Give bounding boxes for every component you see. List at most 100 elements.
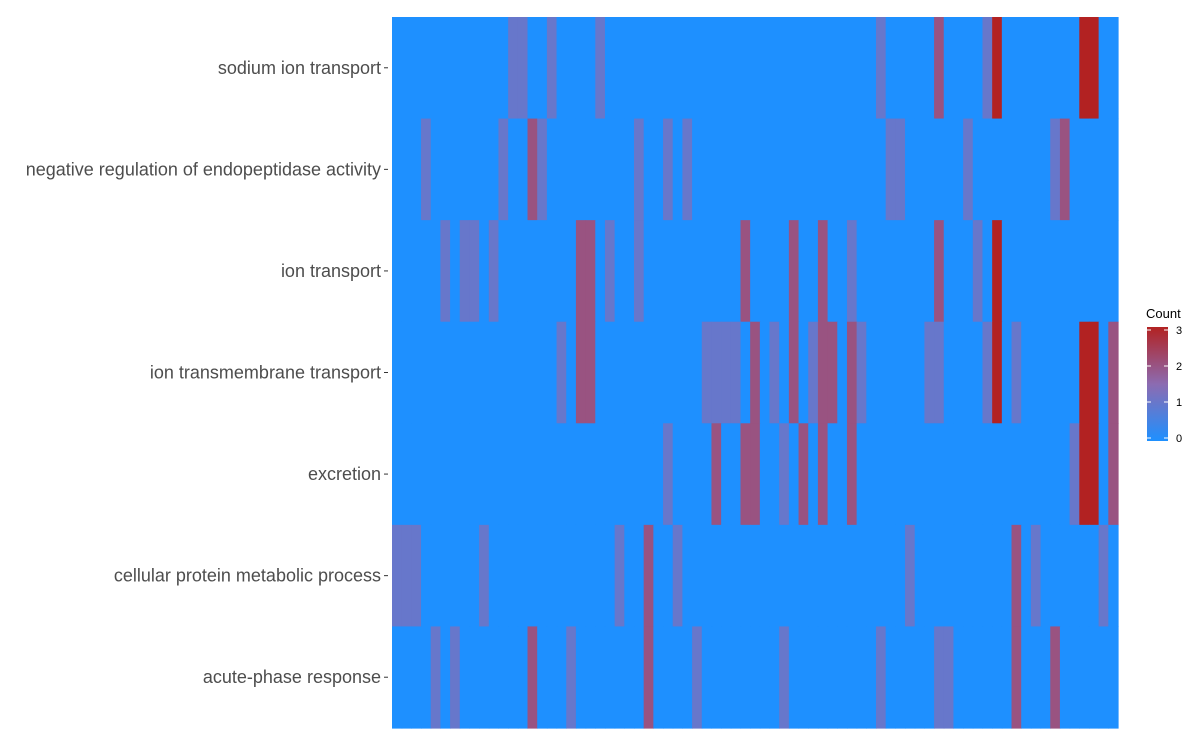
heatmap-cell [537, 321, 548, 424]
heatmap-cell [798, 626, 809, 729]
heatmap-cell [1030, 321, 1042, 424]
heatmap-cell [759, 220, 771, 323]
heatmap-cell [905, 626, 916, 729]
heatmap-cell [614, 118, 625, 221]
heatmap-cell [856, 118, 867, 221]
heatmap-cell [895, 17, 906, 120]
legend-tick-label: 3 [1176, 325, 1182, 337]
heatmap-cell [934, 118, 945, 221]
heatmap-cell [595, 321, 606, 424]
heatmap-cell [1069, 321, 1080, 424]
heatmap-cell [682, 118, 693, 221]
heatmap-cell [421, 524, 432, 628]
heatmap-cell [1021, 524, 1032, 628]
heatmap-cell [779, 118, 790, 221]
heatmap-cell [759, 17, 771, 120]
heatmap-cell [459, 524, 471, 628]
heatmap-cell [953, 118, 964, 221]
heatmap-cell [624, 118, 635, 221]
heatmap-cell [905, 118, 916, 221]
heatmap-cell [982, 423, 993, 526]
heatmap-cell [953, 321, 964, 424]
heatmap-cell [1059, 321, 1071, 424]
heatmap-cell [450, 220, 461, 323]
heatmap-cell [537, 626, 548, 729]
heatmap-cell [740, 118, 751, 221]
heatmap-cell [537, 524, 548, 628]
legend-tick-label: 1 [1176, 397, 1182, 409]
heatmap-cell [682, 524, 693, 628]
heatmap-cell [634, 423, 645, 526]
heatmap-cell [827, 17, 838, 120]
heatmap-cell [1098, 524, 1109, 628]
heatmap-cell [934, 626, 945, 729]
row-label: excretion [308, 464, 381, 484]
heatmap-cell [885, 524, 896, 628]
heatmap-cell [527, 17, 538, 120]
heatmap-cell [740, 524, 751, 628]
heatmap-cell [682, 220, 693, 323]
heatmap-cell [759, 118, 771, 221]
heatmap-cell [556, 17, 567, 120]
heatmap-cell [624, 626, 635, 729]
heatmap-cell [411, 17, 422, 120]
heatmap-cell [527, 524, 538, 628]
heatmap-cell [808, 17, 819, 120]
heatmap-cell [914, 321, 925, 424]
heatmap-cell [876, 626, 887, 729]
heatmap-cell [827, 626, 838, 729]
heatmap-cell [750, 17, 761, 120]
heatmap-cell [701, 220, 713, 323]
heatmap-cell [604, 321, 616, 424]
heatmap-cell [604, 118, 616, 221]
heatmap-cell [730, 626, 742, 729]
heatmap-cell [788, 524, 800, 628]
heatmap-cell [817, 524, 829, 628]
heatmap-cell [808, 423, 819, 526]
heatmap-cell [711, 220, 722, 323]
heatmap-cell [934, 220, 945, 323]
heatmap-cell [730, 524, 742, 628]
heatmap-cell [1040, 17, 1051, 120]
heatmap-cell [440, 626, 451, 729]
legend-tick-label: 0 [1176, 433, 1182, 445]
heatmap-cell [1088, 423, 1100, 526]
heatmap-cell [982, 17, 993, 120]
heatmap-cell [537, 118, 548, 221]
heatmap-cell [634, 17, 645, 120]
heatmap-cell [604, 220, 616, 323]
heatmap-cell [556, 524, 567, 628]
heatmap-cell [730, 17, 742, 120]
heatmap-cell [837, 118, 848, 221]
heatmap-cell [450, 118, 461, 221]
heatmap-cell [401, 524, 412, 628]
heatmap-cell [498, 118, 509, 221]
heatmap-cell [517, 220, 529, 323]
heatmap-cell [643, 118, 654, 221]
heatmap-cell [575, 524, 587, 628]
heatmap-cell [1030, 220, 1042, 323]
heatmap-cell [721, 220, 732, 323]
heatmap-cell [1030, 423, 1042, 526]
heatmap-cell [624, 321, 635, 424]
heatmap-cell [604, 423, 616, 526]
heatmap-cell [779, 524, 790, 628]
heatmap-cell [866, 118, 877, 221]
heatmap-cell [392, 321, 403, 424]
heatmap-cell [421, 17, 432, 120]
heatmap-cell [653, 220, 664, 323]
heatmap-cell [721, 524, 732, 628]
heatmap-cell [992, 321, 1003, 424]
heatmap-cell [905, 220, 916, 323]
heatmap-cell [430, 17, 441, 120]
heatmap-cell [817, 17, 829, 120]
heatmap-cell [953, 524, 964, 628]
heatmap-cell [440, 118, 451, 221]
heatmap-cell [421, 220, 432, 323]
heatmap-cell [808, 220, 819, 323]
heatmap-cell [953, 17, 964, 120]
heatmap-cell [817, 626, 829, 729]
heatmap-cell [1059, 626, 1071, 729]
heatmap-cell [672, 321, 683, 424]
heatmap-cell [440, 220, 451, 323]
